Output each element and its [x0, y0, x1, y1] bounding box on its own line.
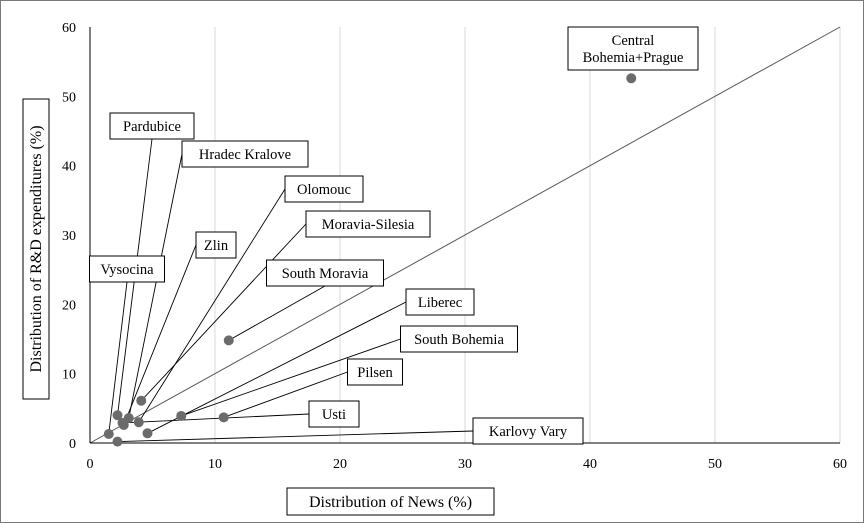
point-label-vysocina: Vysocina: [100, 262, 154, 278]
leader-line-liberec: [147, 301, 407, 434]
label-box-pilsen: [347, 358, 403, 386]
point-label-pardubice: Pardubice: [123, 119, 181, 135]
x-tick-label: 0: [87, 457, 94, 472]
x-tick-label: 50: [708, 457, 722, 472]
x-tick-label: 40: [583, 457, 597, 472]
point-label-olomouc: Olomouc: [297, 182, 351, 198]
data-point-vysocina: [103, 428, 114, 439]
leader-line-usti: [122, 413, 310, 424]
label-box-vysocina: [89, 255, 165, 283]
point-label-usti: Usti: [322, 407, 346, 423]
data-point-usti: [117, 417, 128, 428]
y-axis-title: Distribution of R&D expenditures (%): [28, 125, 45, 372]
data-point-south-moravia: [223, 335, 234, 346]
y-tick-label: 30: [62, 229, 76, 244]
data-point-olomouc: [133, 417, 144, 428]
y-tick-label: 0: [69, 437, 76, 452]
point-label-karlovy-vary: Karlovy Vary: [489, 424, 568, 440]
y-tick-label: 60: [62, 21, 76, 36]
point-label-central-bohemia-prague: Central: [612, 33, 655, 49]
axes-layer: [89, 27, 840, 444]
label-box-south-bohemia: [400, 325, 518, 353]
point-label-pilsen: Pilsen: [357, 365, 393, 381]
leader-line-hradec-kralove: [128, 153, 183, 419]
data-point-liberec: [142, 428, 153, 439]
y-axis-title-box: [22, 98, 50, 400]
y-tick-label: 20: [62, 298, 76, 313]
x-tick-label: 20: [333, 457, 347, 472]
leader-line-south-moravia: [228, 285, 326, 341]
point-label-zlin: Zlin: [204, 238, 229, 254]
point-label-liberec: Liberec: [418, 295, 462, 311]
data-point-karlovy-vary: [112, 436, 123, 447]
point-label-central-bohemia-prague: Bohemia+Prague: [583, 50, 684, 66]
leader-line-moravia-silesia: [140, 223, 307, 402]
reference-diagonal-line: [89, 26, 841, 444]
leader-lines: [108, 138, 474, 443]
x-tick-label: 10: [208, 457, 222, 472]
x-tick-label: 30: [458, 457, 472, 472]
label-box-zlin: [195, 231, 237, 259]
label-box-liberec: [405, 288, 475, 316]
leader-line-pilsen: [223, 371, 348, 418]
data-point-south-bohemia: [176, 410, 187, 421]
leader-line-vysocina: [108, 281, 128, 435]
y-tick-label: 40: [62, 160, 76, 175]
point-label-hradec-kralove: Hradec Kralove: [199, 147, 291, 163]
x-tick-label: 60: [833, 457, 847, 472]
data-point-pilsen: [218, 412, 229, 423]
label-box-karlovy-vary: [472, 417, 584, 445]
label-box-usti: [308, 400, 360, 428]
label-box-hradec-kralove: [181, 140, 309, 168]
data-point-central-bohemia-prague: [626, 73, 637, 84]
label-box-pardubice: [109, 112, 195, 140]
leader-line-south-bohemia: [181, 338, 401, 417]
data-point-moravia-silesia: [136, 395, 147, 406]
leader-line-zlin: [123, 244, 197, 426]
x-axis-title: Distribution of News (%): [309, 494, 472, 511]
leader-line-olomouc: [138, 188, 286, 423]
data-points: [103, 73, 637, 447]
point-label-south-bohemia: South Bohemia: [414, 332, 504, 348]
tick-labels: 0 10 20 30 40 50 60 0 10 20 30 40 50 60: [62, 21, 847, 472]
point-label-moravia-silesia: Moravia-Silesia: [322, 217, 415, 233]
x-axis-title-box: [286, 487, 495, 516]
y-tick-label: 10: [62, 368, 76, 383]
label-box-olomouc: [284, 175, 364, 203]
leader-line-karlovy-vary: [117, 430, 474, 443]
point-label-south-moravia: South Moravia: [282, 266, 369, 282]
label-box-central-bohemia-prague: [567, 26, 699, 71]
label-box-south-moravia: [266, 259, 384, 287]
label-box-moravia-silesia: [305, 210, 431, 238]
y-tick-label: 50: [62, 90, 76, 105]
data-point-pardubice: [112, 410, 123, 421]
